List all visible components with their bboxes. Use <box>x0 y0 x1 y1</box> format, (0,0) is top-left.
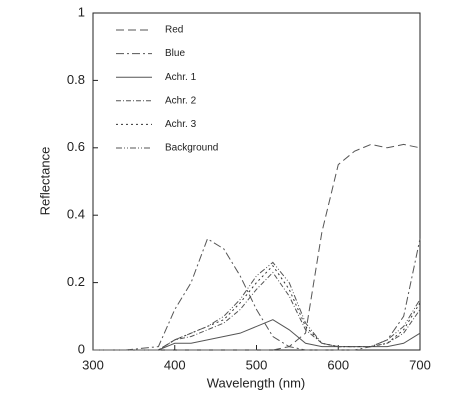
y-tick-label: 0.6 <box>67 139 85 154</box>
legend-label: Red <box>165 25 183 36</box>
legend-label: Blue <box>165 48 185 59</box>
series-line <box>93 238 421 351</box>
series-line <box>93 264 421 351</box>
x-tick-label: 400 <box>164 357 186 372</box>
y-tick-label: 0.8 <box>67 72 85 87</box>
series-line <box>93 143 421 351</box>
legend-label: Background <box>165 143 218 154</box>
legend-label: Achr. 2 <box>165 95 197 106</box>
x-tick-label: 600 <box>327 357 349 372</box>
plot-frame <box>92 12 421 351</box>
x-tick-label: 500 <box>246 357 268 372</box>
x-tick-label: 300 <box>82 357 104 372</box>
legend-label: Achr. 1 <box>165 72 197 83</box>
series-line <box>93 261 421 351</box>
legend-label: Achr. 3 <box>165 119 197 130</box>
series-line <box>93 271 421 351</box>
y-axis-label: Reflectance <box>37 147 52 216</box>
y-tick-label: 1 <box>78 4 85 19</box>
x-axis-label: Wavelength (nm) <box>207 375 306 390</box>
y-tick-label: 0 <box>78 341 85 356</box>
y-tick-label: 0.4 <box>67 207 85 222</box>
x-tick-label: 700 <box>409 357 431 372</box>
y-tick-label: 0.2 <box>67 274 85 289</box>
